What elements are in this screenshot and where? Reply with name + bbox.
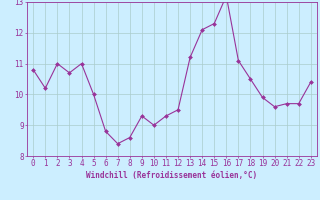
X-axis label: Windchill (Refroidissement éolien,°C): Windchill (Refroidissement éolien,°C) [86, 171, 258, 180]
